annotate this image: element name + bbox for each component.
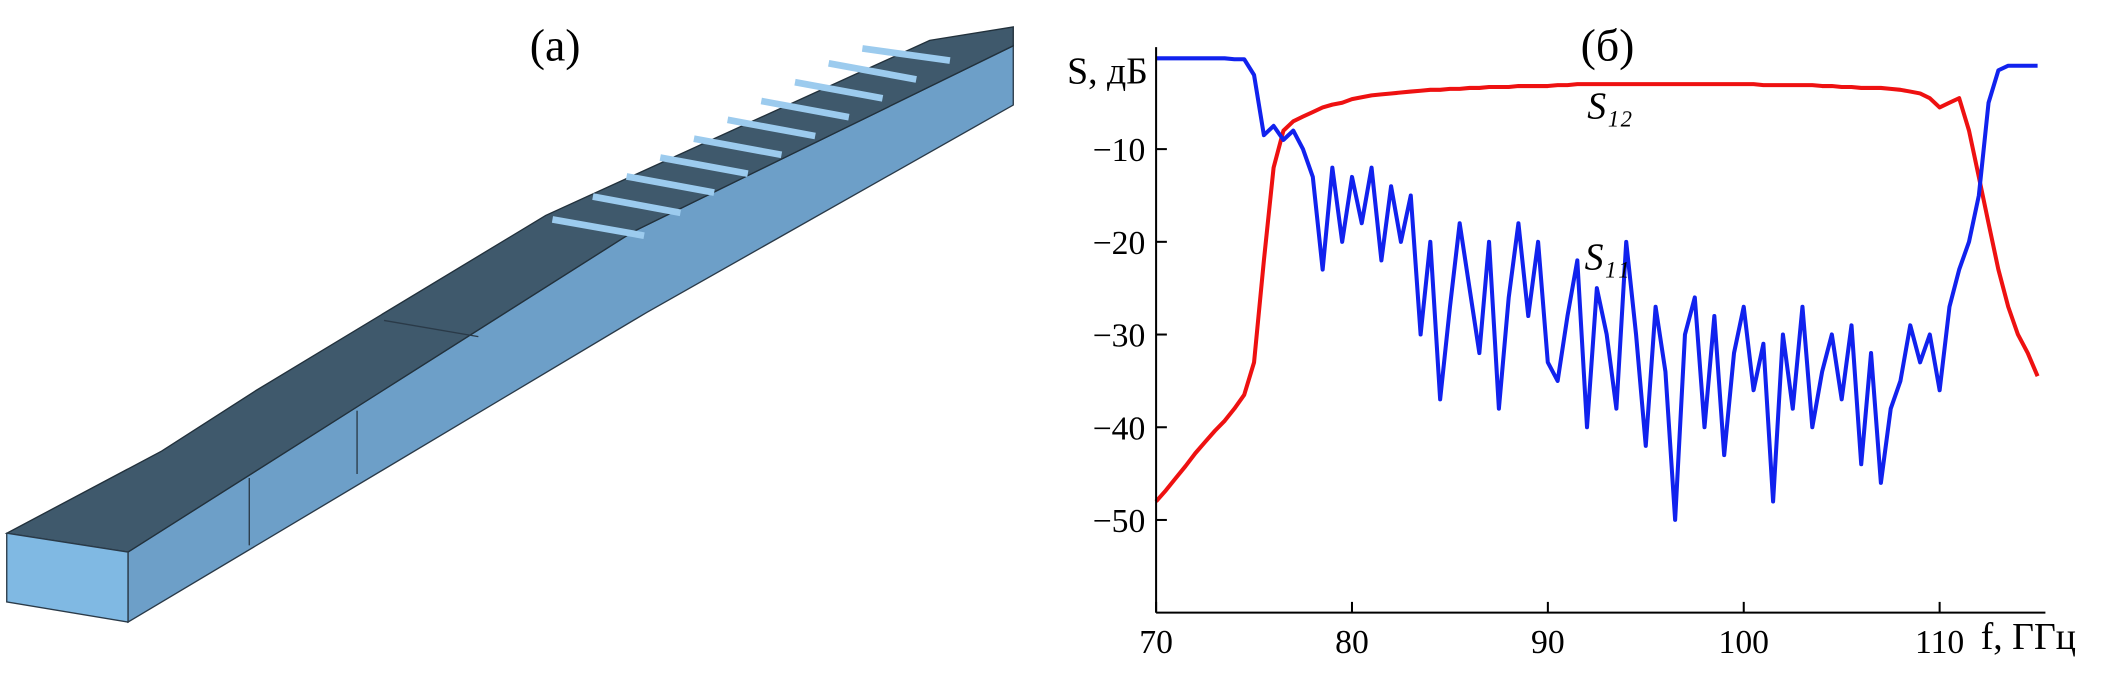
series-label: S₁₂ — [1587, 86, 1632, 128]
chart-title: (б) — [1581, 20, 1635, 71]
x-tick-label: 70 — [1139, 624, 1173, 661]
y-tick-label: −30 — [1093, 318, 1146, 355]
x-axis-label: f, ГГц — [1981, 616, 2076, 658]
series-line — [1156, 56, 2038, 522]
y-tick-label: −50 — [1093, 503, 1146, 540]
slots — [551, 45, 951, 239]
y-axis-label: S, дБ — [1067, 50, 1148, 92]
series-line — [1154, 82, 2040, 503]
y-tick-label: −10 — [1093, 132, 1146, 169]
x-tick-label: 110 — [1915, 624, 1964, 661]
sections — [248, 319, 479, 546]
y-tick-label: −40 — [1093, 410, 1146, 447]
y-tick-label: −20 — [1093, 225, 1146, 262]
side-face — [127, 44, 1014, 624]
top-face — [4, 26, 1014, 553]
series-label: S₁₁ — [1585, 236, 1630, 278]
x-tick-label: 80 — [1335, 624, 1369, 661]
x-tick-label: 90 — [1531, 624, 1565, 661]
front-face — [6, 532, 129, 623]
panel-label: (a) — [530, 20, 581, 71]
x-tick-label: 100 — [1718, 624, 1769, 661]
waveguide-model — [4, 26, 1014, 624]
